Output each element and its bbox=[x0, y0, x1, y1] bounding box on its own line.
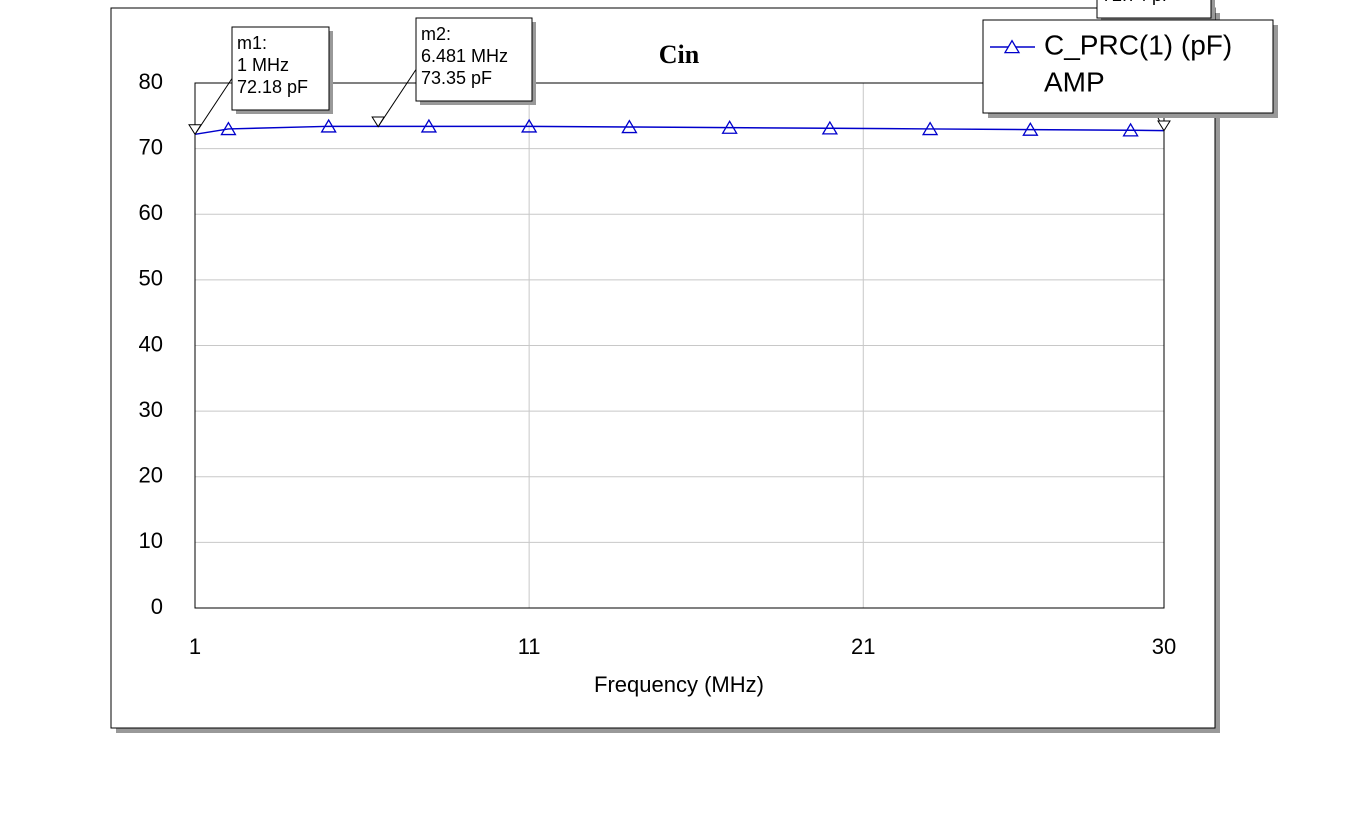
data-point bbox=[621, 119, 638, 134]
data-point bbox=[921, 121, 939, 136]
marker-box bbox=[1096, 0, 1212, 19]
y-tick-label: 20 bbox=[139, 463, 163, 488]
data-point bbox=[721, 120, 738, 134]
data-point bbox=[420, 118, 438, 133]
legend-box bbox=[982, 19, 1274, 114]
marker-text: 6.481 MHz bbox=[421, 46, 508, 66]
legend-symbol bbox=[1003, 39, 1021, 54]
data-point bbox=[220, 121, 237, 136]
marker-symbol bbox=[1157, 120, 1171, 132]
x-axis-label: Frequency (MHz) bbox=[594, 672, 764, 697]
y-tick-label: 70 bbox=[139, 134, 163, 159]
marker-text: m2: bbox=[421, 24, 451, 44]
marker-box bbox=[415, 17, 533, 102]
marker-symbol bbox=[188, 124, 202, 136]
x-tick-label: 11 bbox=[518, 634, 541, 659]
marker-text: m1: bbox=[237, 33, 267, 53]
plot bbox=[194, 118, 1165, 137]
y-tick-label: 80 bbox=[139, 69, 163, 94]
y-tick-label: 60 bbox=[139, 200, 163, 225]
plot-border bbox=[194, 82, 1165, 609]
marker-symbol bbox=[371, 116, 386, 128]
data-point bbox=[1122, 122, 1139, 137]
marker-text: 1 MHz bbox=[237, 55, 289, 75]
series-line bbox=[194, 125, 1165, 136]
data-point bbox=[320, 118, 337, 133]
marker-text: 72.18 pF bbox=[237, 77, 308, 97]
data-point bbox=[821, 120, 838, 135]
y-tick-label: 0 bbox=[151, 594, 163, 619]
x-tick-label: 1 bbox=[189, 634, 201, 659]
y-tick-label: 30 bbox=[139, 397, 163, 422]
x-tick-label: 21 bbox=[851, 634, 875, 659]
y-tick-label: 50 bbox=[139, 266, 163, 291]
data-point bbox=[521, 118, 538, 133]
legend: C_PRC(1) (pF) AMP bbox=[982, 19, 1278, 118]
y-tick-label: 40 bbox=[139, 331, 163, 356]
marker-text: 73.35 pF bbox=[421, 68, 492, 88]
legend-source: AMP bbox=[1044, 66, 1105, 97]
marker-box bbox=[231, 26, 330, 111]
chart-title: Cin bbox=[659, 40, 700, 69]
legend-label: C_PRC(1) (pF) bbox=[1044, 29, 1232, 60]
marker-text: 72.74 pF bbox=[1102, 0, 1173, 5]
x-tick-label: 30 bbox=[1152, 634, 1176, 659]
y-tick-label: 10 bbox=[139, 528, 163, 553]
data-point bbox=[1022, 122, 1039, 136]
